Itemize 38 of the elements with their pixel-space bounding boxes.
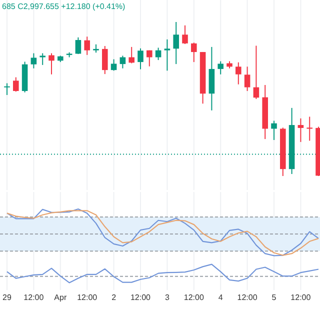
x-tick-label: 12:00 (290, 293, 312, 302)
candlestick (244, 66, 250, 92)
candlestick (84, 36, 90, 56)
candlestick (120, 55, 126, 69)
candlestick (191, 42, 197, 63)
x-tick-label: 3 (164, 293, 170, 302)
x-tick-label: 2 (112, 293, 117, 302)
candlestick (164, 38, 170, 72)
text: 685 C2,997.655 +12.180 (+0.41%) (2, 2, 126, 11)
x-tick-label: 4 (218, 293, 224, 302)
x-tick-label: 12:00 (237, 293, 258, 302)
candlestick (48, 52, 54, 75)
candlestick (110, 58, 117, 72)
x-tick-label: 12:00 (184, 293, 204, 302)
candlestick (13, 76, 19, 92)
candlestick (40, 52, 46, 66)
candlestick (75, 36, 82, 55)
candlestick (146, 50, 152, 67)
candlestick (253, 45, 260, 100)
x-tick-label: 12:00 (24, 293, 44, 302)
candlestick (298, 118, 304, 142)
candlestick (4, 82, 10, 96)
candlestick (218, 60, 224, 75)
candlestick (30, 52, 37, 69)
candlestick (182, 24, 188, 45)
x-tick-label: 29 (2, 293, 12, 302)
candlestick (173, 22, 179, 65)
x-tick-label: 5 (272, 293, 277, 302)
x-tick-label: 12:00 (130, 293, 152, 302)
candlestick (236, 62, 242, 85)
candlestick (271, 120, 277, 140)
x-tick-label: 12:00 (77, 293, 98, 302)
candlestick (102, 46, 108, 75)
candlestick (155, 47, 162, 61)
candlestick (138, 48, 144, 70)
candlestick (128, 46, 134, 64)
candlestick (306, 116, 312, 142)
x-tick-label: Apr (54, 293, 67, 302)
